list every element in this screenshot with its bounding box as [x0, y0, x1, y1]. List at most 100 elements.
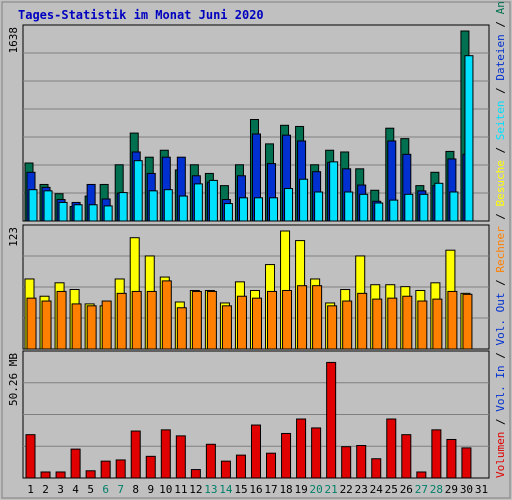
bar-volumen-4 [70, 448, 81, 479]
bar-volumen-5 [85, 470, 96, 479]
x-tick-label-19: 19 [294, 483, 307, 496]
bar-rechner-17 [267, 290, 278, 350]
x-tick-label-29: 29 [445, 483, 458, 496]
x-tick-label-5: 5 [87, 483, 94, 496]
bar-volumen-19 [296, 418, 307, 479]
legend-separator: / [494, 412, 507, 432]
legend-rechner: Rechner [494, 226, 507, 273]
bar-volumen-6 [100, 460, 111, 479]
bar-seiten-13 [208, 179, 218, 222]
bar-seiten-6 [103, 205, 113, 222]
legend-volumen: Volumen [494, 432, 507, 478]
x-tick-label-21: 21 [325, 483, 338, 496]
bar-rechner-27 [417, 300, 428, 350]
x-tick-label-17: 17 [264, 483, 277, 496]
bar-volumen-28 [431, 429, 442, 479]
bar-rechner-4 [71, 303, 82, 350]
bar-seiten-8 [133, 160, 143, 222]
x-tick-label-11: 11 [174, 483, 187, 496]
x-tick-label-22: 22 [340, 483, 353, 496]
bar-rechner-22 [342, 300, 353, 350]
bar-rechner-23 [357, 292, 368, 350]
x-tick-label-24: 24 [370, 483, 384, 496]
legend-seiten: Seiten [494, 100, 507, 140]
y-max-label-visits: 123 [7, 227, 20, 247]
x-tick-label-25: 25 [385, 483, 398, 496]
bar-seiten-5 [88, 204, 98, 222]
x-tick-label-2: 2 [42, 483, 49, 496]
x-tick-label-10: 10 [159, 483, 172, 496]
x-tick-label-23: 23 [355, 483, 368, 496]
bar-volumen-9 [145, 455, 156, 479]
x-tick-label-27: 27 [415, 483, 428, 496]
bar-rechner-7 [116, 292, 127, 350]
bar-rechner-29 [447, 290, 458, 350]
x-tick-label-13: 13 [204, 483, 217, 496]
bar-volumen-25 [386, 418, 397, 479]
legend-separator: / [494, 206, 507, 226]
legend-separator: / [494, 346, 507, 366]
bar-seiten-27 [419, 193, 429, 222]
chart-title: Tages-Statistik im Monat Juni 2020 [18, 8, 264, 22]
legend-volout: Vol. Out [494, 293, 507, 346]
bar-volumen-30 [461, 447, 472, 479]
x-tick-label-15: 15 [234, 483, 247, 496]
x-tick-label-1: 1 [27, 483, 34, 496]
bar-seiten-15 [238, 197, 248, 222]
bar-rechner-10 [161, 280, 172, 350]
bar-volumen-26 [401, 434, 412, 479]
bar-rechner-6 [101, 300, 112, 350]
y-max-label-volume: 50.26 MB [7, 353, 20, 406]
bar-volumen-22 [341, 446, 352, 479]
bar-rechner-24 [372, 298, 383, 350]
x-tick-label-26: 26 [400, 483, 413, 496]
bar-seiten-19 [299, 178, 309, 222]
bar-seiten-16 [253, 197, 263, 222]
bar-volumen-8 [130, 430, 141, 479]
bar-rechner-14 [221, 305, 232, 350]
bar-volumen-7 [115, 459, 126, 479]
bar-rechner-5 [86, 305, 97, 350]
legend-separator: / [494, 140, 507, 160]
bar-seiten-10 [163, 189, 173, 222]
bar-rechner-9 [146, 290, 157, 350]
bar-rechner-21 [327, 305, 338, 350]
bar-seiten-30 [464, 55, 474, 222]
bar-rechner-20 [312, 285, 323, 350]
bar-rechner-18 [282, 289, 293, 350]
legend-volin: Vol. In [494, 365, 507, 411]
bar-seiten-28 [434, 182, 444, 222]
bar-volumen-24 [371, 458, 382, 479]
bar-volumen-16 [250, 424, 261, 479]
bar-rechner-30 [462, 293, 473, 350]
bar-rechner-11 [176, 307, 187, 350]
bar-volumen-1 [25, 434, 36, 479]
bar-volumen-17 [266, 452, 277, 479]
bar-seiten-9 [148, 190, 158, 222]
x-tick-label-18: 18 [279, 483, 292, 496]
bar-volumen-20 [311, 427, 322, 479]
bar-rechner-26 [402, 295, 413, 350]
x-tick-label-8: 8 [132, 483, 139, 496]
bar-seiten-7 [118, 192, 128, 222]
bar-volumen-2 [40, 471, 51, 479]
x-tick-label-9: 9 [147, 483, 154, 496]
legend-dateien: Dateien [494, 34, 507, 80]
bar-volumen-12 [190, 469, 201, 479]
x-tick-label-6: 6 [102, 483, 109, 496]
legend-separator: / [494, 273, 507, 293]
bar-seiten-23 [359, 193, 369, 222]
bar-rechner-28 [432, 298, 443, 350]
x-tick-label-31: 31 [475, 483, 488, 496]
bar-rechner-16 [251, 297, 262, 350]
bar-seiten-4 [73, 204, 83, 222]
bar-rechner-19 [297, 285, 308, 350]
legend-separator: / [494, 14, 507, 34]
x-tick-label-7: 7 [117, 483, 124, 496]
bar-rechner-15 [236, 295, 247, 350]
right-legend: Volumen / Vol. In / Vol. Out / Rechner /… [494, 0, 507, 478]
bar-seiten-2 [43, 190, 53, 222]
